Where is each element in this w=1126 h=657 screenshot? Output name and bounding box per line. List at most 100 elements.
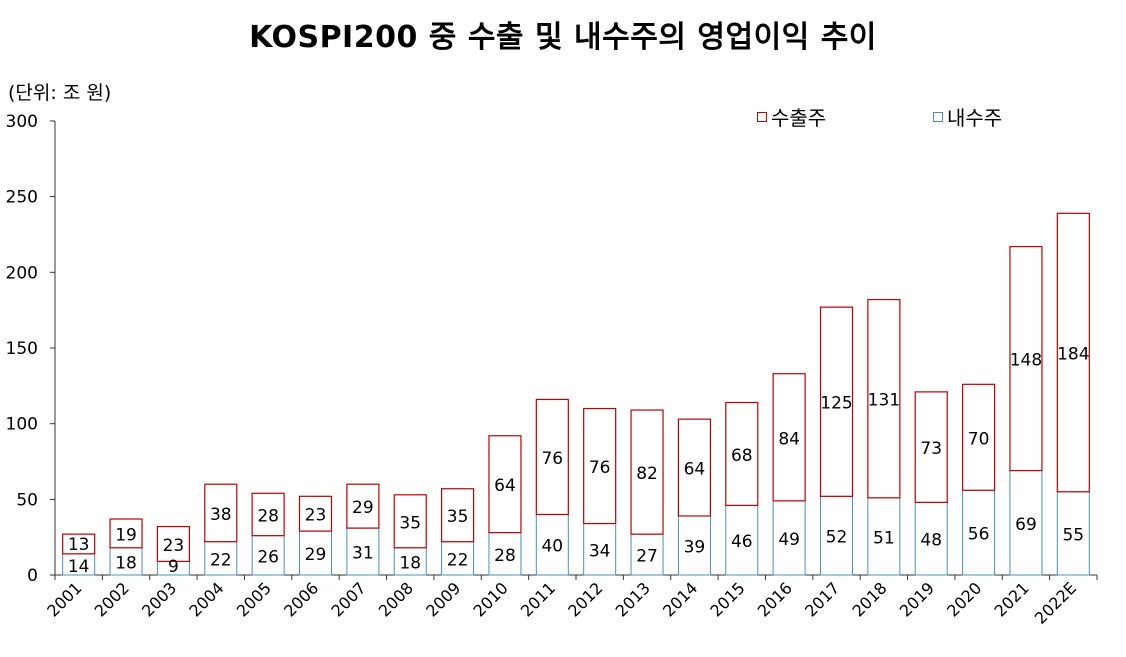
- data-label-domestic: 29: [305, 545, 327, 565]
- x-tick-label: 2002: [91, 578, 133, 620]
- data-label-export: 82: [636, 464, 658, 484]
- data-label-domestic: 26: [257, 547, 279, 567]
- data-label-export: 84: [778, 429, 800, 449]
- legend-export: 수출주: [757, 102, 826, 131]
- x-tick-label: 2013: [612, 578, 654, 620]
- x-tick-label: 2004: [185, 578, 227, 620]
- bar-domestic: [677, 515, 711, 576]
- data-label-export: 13: [68, 535, 90, 555]
- x-tick-label: 2005: [233, 578, 275, 620]
- bar-export: [488, 435, 522, 534]
- data-label-export: 29: [352, 498, 374, 518]
- legend-export-swatch: [757, 111, 767, 122]
- data-label-domestic: 55: [1062, 525, 1084, 545]
- x-tick-label: 2012: [564, 578, 606, 620]
- bar-export: [298, 495, 333, 532]
- bar-domestic: [109, 547, 143, 576]
- x-tick-label: 2003: [138, 578, 180, 620]
- x-tick-label: 2007: [327, 578, 369, 620]
- data-label-export: 125: [820, 394, 852, 414]
- data-label-export: 148: [1010, 351, 1042, 371]
- data-label-export: 73: [920, 439, 942, 459]
- legend-domestic: 내수주: [933, 102, 1002, 131]
- bar-domestic: [914, 501, 948, 576]
- data-label-export: 64: [494, 476, 516, 496]
- x-tick-label: 2014: [659, 578, 701, 620]
- legend-domestic-label: 내수주: [947, 106, 1003, 130]
- bar-export: [961, 383, 996, 491]
- legend-domestic-swatch: [933, 111, 943, 122]
- data-label-domestic: 51: [873, 528, 895, 548]
- x-tick-label: 2020: [943, 578, 985, 620]
- data-label-domestic: 31: [352, 544, 374, 564]
- bar-domestic: [867, 497, 901, 576]
- bar-export: [440, 488, 475, 543]
- data-label-domestic: 22: [210, 550, 232, 570]
- y-tick-label: 100: [6, 415, 38, 435]
- data-label-export: 68: [731, 446, 753, 466]
- data-label-export: 76: [589, 458, 611, 478]
- data-label-export: 35: [447, 507, 469, 527]
- data-label-export: 23: [305, 506, 327, 526]
- bar-export: [204, 483, 238, 543]
- y-tick-label: 50: [16, 490, 38, 510]
- x-tick-label: 2021: [991, 578, 1033, 620]
- x-tick-label: 2006: [280, 578, 322, 620]
- data-label-domestic: 40: [541, 537, 563, 557]
- data-label-export: 64: [684, 460, 706, 480]
- bar-domestic: [820, 495, 853, 576]
- data-label-export: 38: [210, 505, 232, 525]
- data-label-domestic: 49: [778, 530, 800, 550]
- x-tick-label: 2009: [422, 578, 464, 620]
- chart-title: KOSPI200 중 수출 및 내수주의 영업이익 추이: [249, 20, 877, 55]
- bar-export: [393, 494, 427, 549]
- data-label-domestic: 28: [494, 546, 516, 566]
- x-tick-label: 2011: [517, 578, 559, 620]
- data-label-export: 28: [257, 506, 279, 526]
- data-label-domestic: 18: [399, 553, 421, 573]
- bar-export: [109, 518, 143, 549]
- bar-export: [772, 373, 806, 502]
- bar-export: [819, 306, 854, 497]
- bar-export: [914, 391, 948, 503]
- unit-label: (단위: 조 원): [8, 82, 112, 104]
- x-tick-label: 2017: [801, 578, 843, 620]
- bar-export: [630, 409, 664, 535]
- bar-domestic: [962, 489, 996, 576]
- data-label-domestic: 27: [636, 547, 658, 567]
- data-label-domestic: 52: [826, 528, 848, 548]
- bar-export: [62, 533, 96, 555]
- y-tick-label: 300: [6, 112, 38, 132]
- data-label-domestic: 48: [920, 531, 942, 551]
- data-label-domestic: 69: [1015, 515, 1037, 535]
- data-label-export: 76: [541, 449, 563, 469]
- bar-export: [251, 492, 285, 537]
- data-label-export: 19: [115, 525, 137, 545]
- bar-domestic: [772, 500, 806, 576]
- bar-export: [583, 407, 617, 525]
- data-label-export: 131: [868, 391, 900, 411]
- bar-export: [535, 398, 569, 516]
- x-tick-label: 2015: [706, 578, 748, 620]
- bar-export: [867, 298, 901, 499]
- data-label-domestic: 56: [968, 525, 990, 545]
- bar-domestic: [204, 541, 238, 576]
- x-tick-label: 2016: [754, 578, 796, 620]
- data-label-export: 23: [163, 536, 185, 556]
- bar-domestic: [299, 530, 332, 576]
- x-tick-label: 2010: [470, 578, 512, 620]
- bar-domestic: [583, 523, 617, 576]
- data-label-domestic: 9: [168, 557, 179, 577]
- bar-export: [346, 483, 380, 529]
- data-label-domestic: 18: [115, 553, 137, 573]
- data-label-export: 70: [968, 429, 990, 449]
- data-label-domestic: 14: [68, 557, 90, 577]
- y-tick-label: 150: [6, 339, 38, 359]
- bar-domestic: [441, 541, 475, 576]
- x-tick-label: 2019: [896, 578, 938, 620]
- y-tick-label: 200: [6, 263, 38, 283]
- bar-domestic: [393, 547, 427, 576]
- bar-export: [725, 401, 759, 506]
- legend-export-label: 수출주: [771, 106, 827, 130]
